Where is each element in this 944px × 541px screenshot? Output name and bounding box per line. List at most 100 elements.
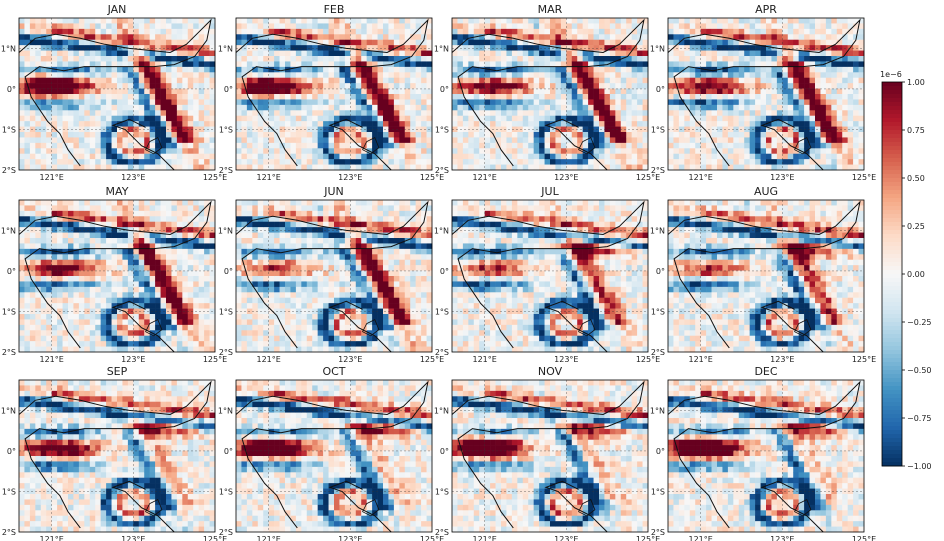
curl-cell — [727, 72, 734, 79]
curl-cell — [46, 153, 52, 160]
curl-cell — [127, 335, 134, 342]
curl-cell — [78, 110, 85, 117]
curl-cell — [462, 18, 469, 24]
curl-cell — [495, 94, 502, 100]
curl-cell — [609, 28, 616, 35]
curl-cell — [355, 56, 362, 62]
curl-cell — [511, 104, 518, 111]
curl-cell — [637, 121, 643, 127]
curl-cell — [111, 137, 118, 144]
curl-cell — [695, 126, 701, 133]
curl-cell — [160, 50, 167, 57]
curl-cell — [95, 265, 101, 271]
curl-cell — [825, 104, 832, 111]
curl-cell — [355, 153, 362, 160]
curl-cell — [274, 115, 280, 122]
curl-cell — [388, 83, 395, 89]
curl-cell — [388, 72, 395, 79]
curl-cell — [138, 164, 145, 171]
curl-cell — [495, 132, 502, 138]
curl-cell — [117, 137, 123, 144]
curl-cell — [46, 248, 52, 255]
curl-cell — [155, 205, 161, 212]
curl-cell — [738, 34, 745, 41]
curl-cell — [149, 164, 156, 171]
curl-cell — [171, 28, 178, 35]
curl-cell — [160, 104, 167, 111]
curl-cell — [160, 205, 167, 212]
curl-cell — [858, 83, 865, 89]
curl-cell — [544, 23, 551, 30]
curl-cell — [95, 335, 101, 342]
curl-cell — [620, 148, 627, 155]
curl-cell — [29, 205, 36, 212]
curl-cell — [290, 72, 297, 79]
curl-cell — [858, 45, 865, 51]
curl-cell — [853, 66, 859, 73]
curl-cell — [582, 99, 589, 106]
curl-cell — [144, 23, 150, 30]
curl-cell — [24, 297, 31, 304]
curl-cell — [361, 164, 367, 171]
curl-cell — [733, 115, 740, 122]
curl-cell — [73, 265, 80, 271]
curl-cell — [372, 126, 378, 133]
curl-cell — [426, 153, 433, 160]
curl-cell — [452, 148, 458, 155]
curl-cell — [62, 227, 69, 233]
curl-cell — [793, 61, 799, 68]
curl-cell — [722, 18, 729, 24]
curl-cell — [62, 210, 69, 217]
curl-cell — [372, 18, 378, 24]
curl-cell — [836, 142, 843, 149]
curl-cell — [582, 39, 589, 46]
curl-cell — [241, 56, 248, 62]
curl-cell — [138, 148, 145, 155]
curl-cell — [312, 137, 318, 144]
curl-cell — [695, 88, 701, 95]
curl-cell — [312, 45, 318, 51]
curl-cell — [490, 39, 496, 46]
curl-cell — [155, 110, 161, 117]
curl-cell — [642, 34, 649, 41]
curl-cell — [566, 88, 573, 95]
curl-cell — [858, 50, 865, 57]
curl-cell — [51, 88, 58, 95]
curl-cell — [695, 61, 701, 68]
curl-cell — [366, 121, 373, 127]
curl-cell — [631, 148, 638, 155]
curl-cell — [495, 72, 502, 79]
curl-cell — [410, 61, 416, 68]
curl-cell — [566, 132, 573, 138]
curl-cell — [100, 132, 107, 138]
curl-cell — [78, 159, 85, 165]
curl-cell — [35, 297, 42, 304]
curl-cell — [24, 66, 31, 73]
curl-cell — [560, 142, 567, 149]
curl-cell — [631, 110, 638, 117]
curl-cell — [355, 159, 362, 165]
panel-frame — [451, 17, 649, 171]
curl-cell — [144, 88, 150, 95]
curl-cell — [528, 23, 534, 30]
curl-cell — [35, 23, 42, 30]
curl-cell — [171, 66, 178, 73]
curl-cell — [673, 99, 680, 106]
curl-cell — [825, 28, 832, 35]
curl-cell — [328, 66, 335, 73]
curl-cell — [700, 126, 707, 133]
curl-cell — [766, 159, 772, 165]
curl-cell — [166, 99, 172, 106]
curl-cell — [738, 39, 745, 46]
curl-cell — [209, 61, 216, 68]
curl-cell — [383, 45, 389, 51]
curl-cell — [825, 153, 832, 160]
curl-cell — [155, 72, 161, 79]
curl-cell — [766, 77, 772, 84]
curl-cell — [160, 72, 167, 79]
curl-cell — [317, 137, 324, 144]
curl-cell — [111, 216, 118, 223]
curl-cell — [383, 77, 389, 84]
curl-cell — [766, 72, 772, 79]
